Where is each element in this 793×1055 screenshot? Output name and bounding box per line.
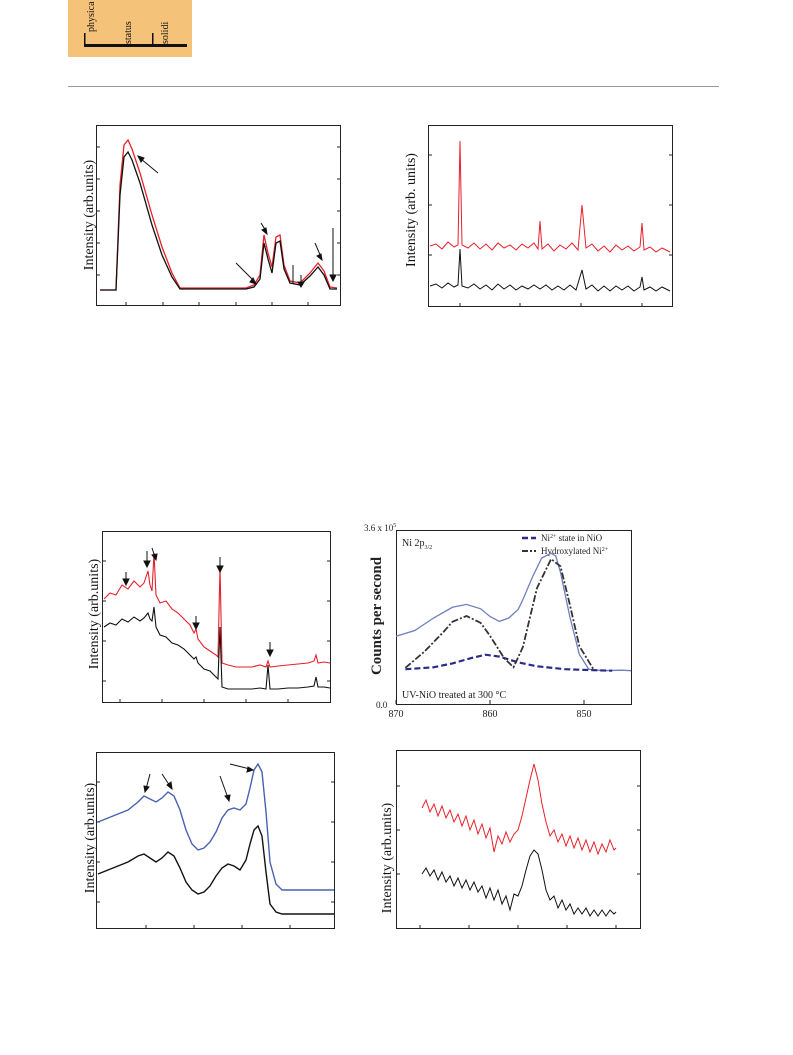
fig1a-ticks [96, 146, 341, 306]
fig2d-ticks [396, 785, 641, 929]
fig2a-ticks [102, 560, 331, 703]
fig2b-legend: Ni2+ state in NiO Hydroxylated Ni2+ [522, 533, 609, 556]
fig1a-chart [96, 125, 341, 306]
logo-word-solidi: solidi [160, 22, 171, 44]
journal-logo-art: physica status solidi [84, 1, 187, 47]
fig2d-frame [396, 750, 641, 929]
fig2a-series-black [103, 606, 331, 690]
fig1b-chart [428, 125, 673, 307]
fig1a-frame [96, 125, 341, 306]
fig2d-chart [396, 750, 641, 929]
fig2b-note: UV-NiO treated at 300 °C [402, 690, 506, 701]
fig2b-legend-nio: Ni2+ state in NiO [541, 533, 603, 543]
fig2b-series-1 [405, 653, 613, 672]
fig2b-ytick-top: 3.6 x 105 [364, 523, 396, 533]
fig1b-ylabel: Intensity (arb. units) [404, 153, 419, 267]
fig2b-frame [396, 530, 632, 705]
fig1a-series-black [100, 150, 337, 291]
fig2c-series-blue [97, 762, 334, 891]
logo-word-physica: physica [86, 1, 97, 32]
fig2a-ylabel: Intensity (arb.units) [87, 558, 102, 670]
logo-bar [84, 44, 187, 47]
fig2b-series-2 [404, 557, 595, 670]
fig2d-series-black [421, 849, 617, 917]
fig2d-ylabel: Intensity (arb.units) [380, 802, 395, 914]
fig2b-series-group [395, 552, 632, 672]
fig1a-arrowhead-5 [297, 281, 305, 288]
fig1a-arrows [137, 155, 337, 288]
fig2a-frame [102, 531, 331, 703]
fig1a-arrowhead-6 [316, 253, 323, 262]
fig2a-chart [102, 531, 331, 703]
fig1a-arrow-2 [235, 262, 255, 282]
logo-word-status: status [123, 21, 134, 44]
fig2a-arrows [122, 547, 274, 658]
fig1a-arrowhead-1 [137, 155, 145, 163]
fig2b-xtick-label-1: 860 [483, 709, 498, 720]
header-rule [68, 86, 719, 87]
fig2d-series-red [421, 763, 617, 856]
fig2c-arrows [143, 763, 255, 803]
fig1a-arrowhead-7 [329, 274, 337, 283]
fig2b-legend-hydroxylated: Hydroxylated Ni2+ [541, 546, 609, 556]
fig2b-ylabel: Counts per second [369, 556, 385, 675]
fig2b-series-0 [395, 552, 632, 672]
fig2b-xtick-label-0: 870 [389, 709, 404, 720]
fig2b-ytick-bottom: 0.0 [376, 700, 388, 710]
fig1b-series-black [429, 248, 671, 292]
fig2c-frame [96, 752, 335, 929]
fig1b-ticks [428, 154, 673, 307]
fig1a-arrowhead-2 [249, 277, 257, 285]
fig2a-series-red [103, 552, 331, 668]
fig1b-frame [428, 125, 673, 307]
fig1a-series-red [100, 138, 338, 291]
fig2b-xtick-label-2: 850 [577, 709, 592, 720]
logo-tick-1 [84, 33, 86, 44]
logo-tick-2 [152, 33, 154, 44]
fig2c-chart [96, 752, 335, 929]
fig1a-arrow-1 [140, 158, 159, 174]
fig2c-ticks [96, 781, 335, 929]
fig2b-region-label: Ni 2p3/2 [402, 538, 432, 551]
fig1a-arrowhead-3 [261, 227, 268, 236]
fig2b-xticks: 870 860 850 [389, 700, 592, 720]
fig2c-series-black [97, 824, 334, 915]
fig2b-chart: Counts per second 3.6 x 105 0.0 870 860 85… [364, 523, 632, 720]
journal-logo: physica status solidi [68, 0, 192, 57]
fig1b-series-red [429, 140, 671, 253]
